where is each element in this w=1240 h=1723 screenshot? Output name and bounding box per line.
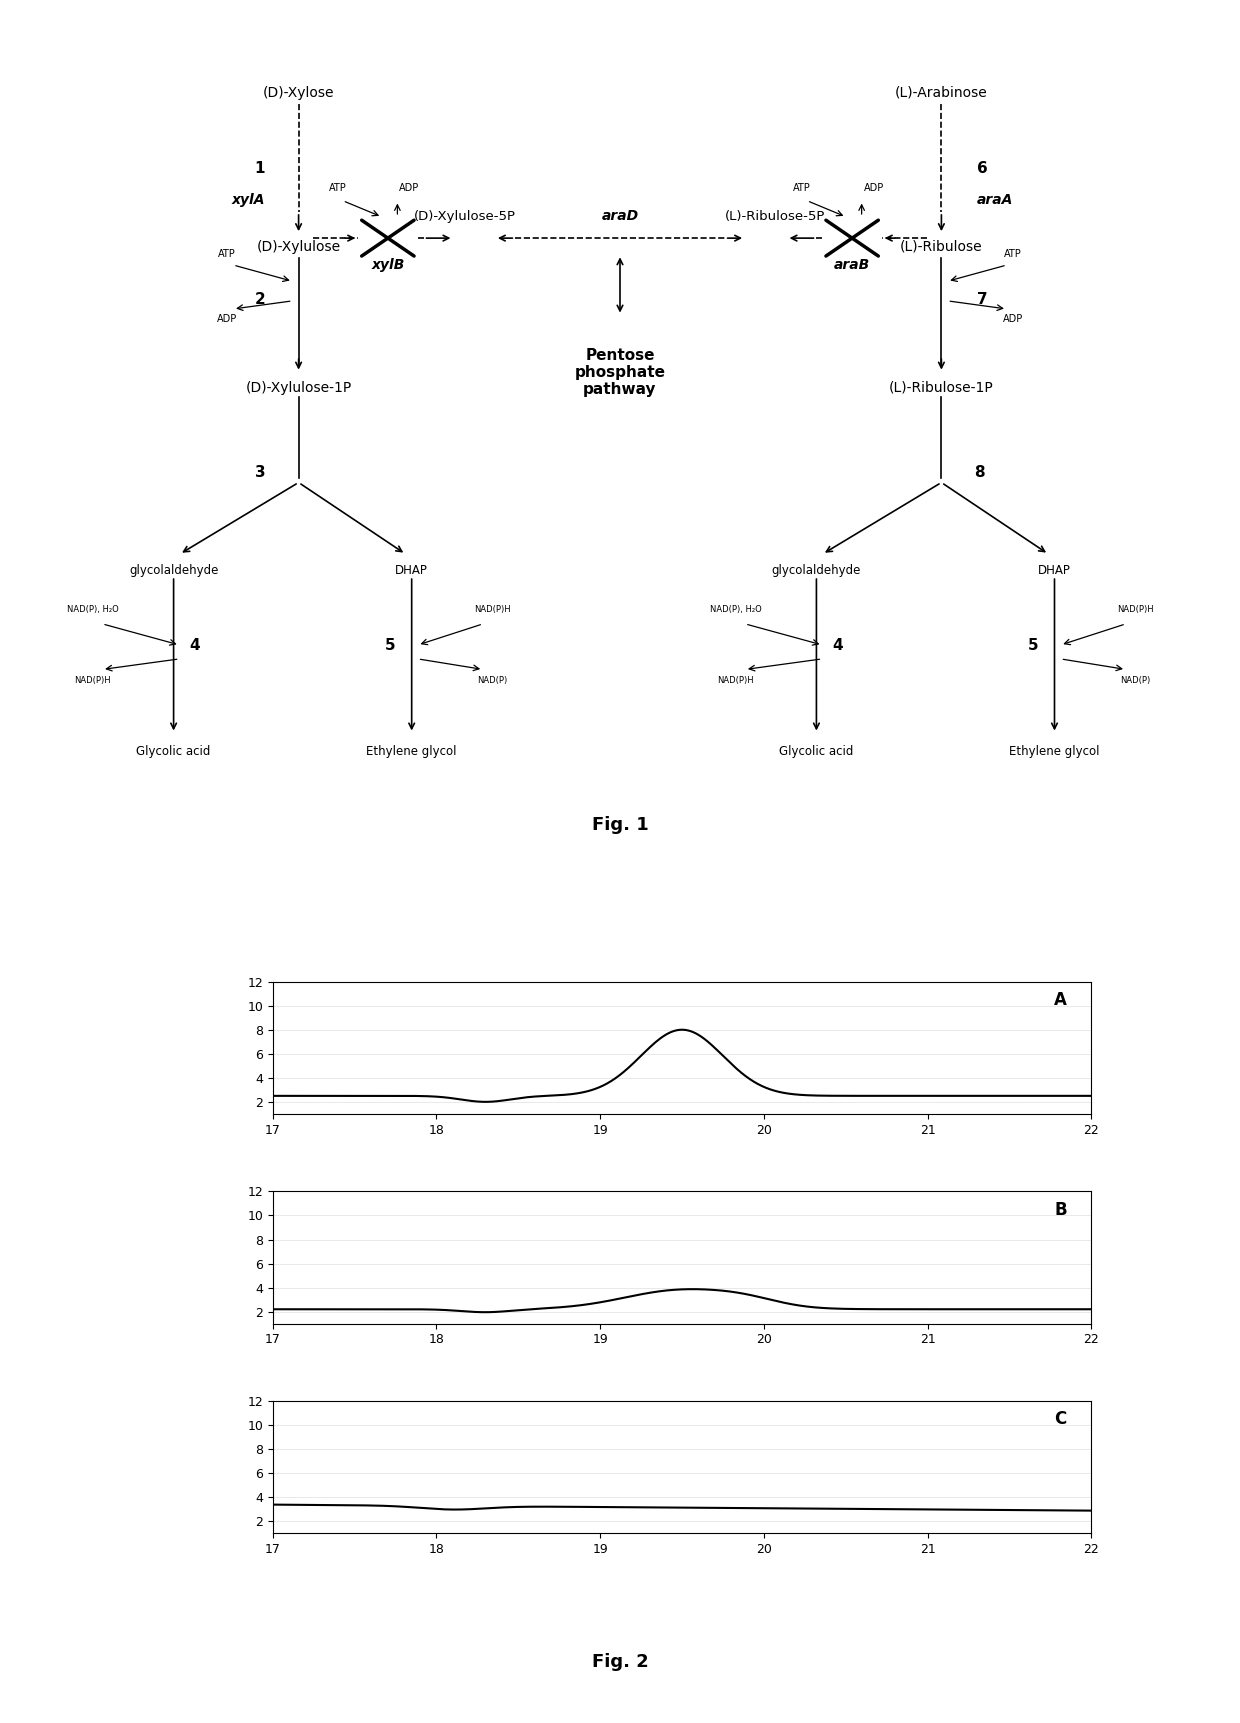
Text: 6: 6: [977, 162, 988, 176]
Text: 3: 3: [255, 465, 265, 481]
Text: ADP: ADP: [399, 183, 419, 193]
Text: 8: 8: [975, 465, 985, 481]
Text: (L)-Ribulose-5P: (L)-Ribulose-5P: [724, 210, 825, 224]
Text: DHAP: DHAP: [1038, 563, 1071, 577]
Text: 4: 4: [832, 638, 843, 653]
Text: Fig. 1: Fig. 1: [591, 817, 649, 834]
Text: ADP: ADP: [863, 183, 884, 193]
Text: Pentose
phosphate
pathway: Pentose phosphate pathway: [574, 348, 666, 398]
Text: 5: 5: [1028, 638, 1038, 653]
Text: NAD(P), H₂O: NAD(P), H₂O: [709, 605, 761, 615]
Text: C: C: [1054, 1411, 1066, 1428]
Text: araD: araD: [601, 208, 639, 224]
Text: ATP: ATP: [218, 248, 236, 258]
Text: 5: 5: [384, 638, 396, 653]
Text: araA: araA: [977, 193, 1013, 207]
Text: 4: 4: [190, 638, 201, 653]
Text: ATP: ATP: [1004, 248, 1022, 258]
Text: 2: 2: [254, 291, 265, 307]
Text: NAD(P)H: NAD(P)H: [717, 677, 754, 686]
Text: xylB: xylB: [371, 258, 404, 272]
Text: NAD(P): NAD(P): [477, 677, 507, 686]
Text: ADP: ADP: [217, 314, 237, 324]
Text: (L)-Arabinose: (L)-Arabinose: [895, 86, 988, 100]
Text: glycolaldehyde: glycolaldehyde: [129, 563, 218, 577]
Text: glycolaldehyde: glycolaldehyde: [771, 563, 861, 577]
Text: xylA: xylA: [232, 193, 265, 207]
Text: (D)-Xylulose-1P: (D)-Xylulose-1P: [246, 381, 352, 395]
Text: NAD(P)H: NAD(P)H: [1117, 605, 1153, 615]
Text: Glycolic acid: Glycolic acid: [779, 744, 853, 758]
Text: NAD(P)H: NAD(P)H: [74, 677, 110, 686]
Text: DHAP: DHAP: [396, 563, 428, 577]
Text: (D)-Xylose: (D)-Xylose: [263, 86, 335, 100]
Text: Fig. 2: Fig. 2: [591, 1654, 649, 1671]
Text: NAD(P)H: NAD(P)H: [475, 605, 511, 615]
Text: araB: araB: [835, 258, 870, 272]
Text: (D)-Xylulose-5P: (D)-Xylulose-5P: [414, 210, 516, 224]
Text: ATP: ATP: [794, 183, 811, 193]
Text: Ethylene glycol: Ethylene glycol: [367, 744, 456, 758]
Text: (L)-Ribulose: (L)-Ribulose: [900, 239, 983, 253]
Text: Glycolic acid: Glycolic acid: [136, 744, 211, 758]
Text: NAD(P), H₂O: NAD(P), H₂O: [67, 605, 119, 615]
Text: A: A: [1054, 991, 1066, 1010]
Text: 7: 7: [977, 291, 988, 307]
Text: Ethylene glycol: Ethylene glycol: [1009, 744, 1100, 758]
Text: ATP: ATP: [329, 183, 347, 193]
Text: (L)-Ribulose-1P: (L)-Ribulose-1P: [889, 381, 993, 395]
Text: 1: 1: [254, 162, 265, 176]
Text: (D)-Xylulose: (D)-Xylulose: [257, 239, 341, 253]
Text: B: B: [1054, 1201, 1066, 1218]
Text: NAD(P): NAD(P): [1120, 677, 1151, 686]
Text: ADP: ADP: [1003, 314, 1023, 324]
